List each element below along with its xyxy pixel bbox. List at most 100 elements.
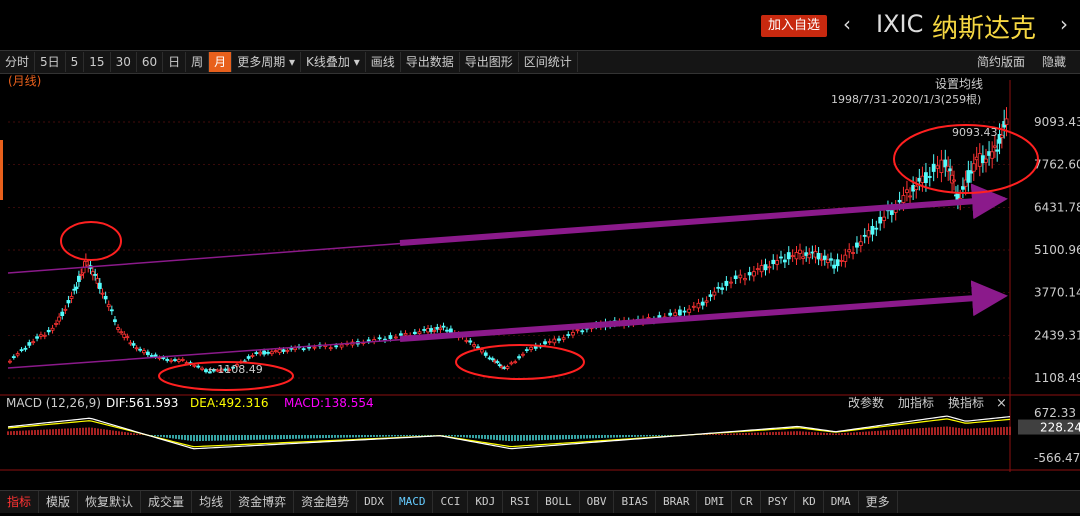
candle-body bbox=[980, 155, 985, 164]
indicator-tab[interactable]: DMA bbox=[824, 491, 859, 513]
candle-body bbox=[119, 331, 124, 334]
prev-arrow-icon[interactable]: ‹ bbox=[843, 12, 851, 36]
indicator-tab[interactable]: CCI bbox=[433, 491, 469, 513]
indicator-tab[interactable]: DDX bbox=[357, 491, 392, 513]
period-tab[interactable]: 周 bbox=[186, 52, 210, 72]
candle-body bbox=[724, 280, 729, 286]
candle-body bbox=[109, 309, 114, 312]
period-tab[interactable]: 分时 bbox=[0, 52, 36, 72]
candle-body bbox=[60, 311, 65, 317]
period-tab[interactable]: 画线 bbox=[366, 52, 401, 72]
indicator-tab[interactable]: 模版 bbox=[39, 491, 79, 513]
candle-body bbox=[165, 359, 170, 361]
candle-body bbox=[138, 348, 143, 351]
candle-body bbox=[971, 163, 976, 172]
period-tab[interactable]: 月 bbox=[209, 52, 233, 72]
macd-current-label: 228.24 bbox=[1040, 421, 1080, 435]
candle-body bbox=[870, 226, 875, 235]
period-tab[interactable]: 导出图形 bbox=[460, 52, 519, 72]
period-tab[interactable]: 15 bbox=[84, 52, 111, 72]
macd-panel-button[interactable]: 改参数 bbox=[848, 395, 884, 410]
macd-panel-button[interactable]: 换指标 bbox=[948, 395, 984, 410]
candle-body bbox=[100, 292, 105, 295]
period-tab[interactable]: 30 bbox=[111, 52, 137, 72]
candle-body bbox=[153, 354, 158, 358]
indicator-tab[interactable]: 资金博弈 bbox=[231, 491, 295, 513]
indicator-tab[interactable]: 恢复默认 bbox=[78, 491, 142, 513]
candle-body bbox=[11, 356, 16, 358]
candle-body bbox=[19, 349, 24, 352]
indicator-tab[interactable]: BOLL bbox=[538, 491, 580, 513]
add-watchlist-button[interactable]: 加入自选 bbox=[761, 15, 827, 37]
candle-body bbox=[227, 368, 232, 371]
candle-body bbox=[142, 350, 146, 354]
indicator-tab[interactable]: 更多 bbox=[859, 491, 898, 513]
indicator-tab[interactable]: CR bbox=[732, 491, 761, 513]
candle-body bbox=[122, 333, 127, 338]
indicator-tab[interactable]: KD bbox=[795, 491, 824, 513]
candle-body bbox=[169, 359, 174, 362]
price-tick-label: 2439.31 bbox=[1034, 328, 1080, 342]
candle-body bbox=[476, 346, 480, 349]
period-toolbar: 分时 5日 5 15 30 60 日周月更多周期 ▾ K线叠加 ▾ 画线 导出数据 导出图形 区间统计… bbox=[0, 50, 1080, 74]
candle-body bbox=[103, 295, 108, 300]
candle-body bbox=[810, 251, 815, 254]
period-tab[interactable]: 导出数据 bbox=[401, 52, 460, 72]
indicator-tab[interactable]: BRAR bbox=[656, 491, 698, 513]
candle-body bbox=[691, 305, 696, 308]
candle-body bbox=[952, 179, 956, 182]
indicator-tab[interactable]: 资金趋势 bbox=[294, 491, 358, 513]
period-tab[interactable]: 日 bbox=[163, 52, 187, 72]
candle-body bbox=[403, 333, 408, 336]
highlight-ellipse-2000 bbox=[60, 221, 122, 261]
indicator-tab[interactable]: OBV bbox=[580, 491, 615, 513]
candle-body bbox=[775, 260, 780, 265]
period-tab[interactable]: 60 bbox=[137, 52, 164, 72]
candle-body bbox=[920, 175, 925, 183]
candle-body bbox=[69, 296, 74, 299]
macd-panel-button[interactable]: 加指标 bbox=[898, 395, 934, 410]
candle-body bbox=[393, 336, 398, 339]
indicator-tab[interactable]: BIAS bbox=[614, 491, 656, 513]
period-tab[interactable]: 5 bbox=[66, 52, 85, 72]
indicator-tab[interactable]: 指标 bbox=[0, 491, 40, 513]
candle-body bbox=[939, 159, 944, 173]
highlight-ellipse-2009 bbox=[455, 344, 585, 380]
candle-body bbox=[173, 359, 177, 361]
period-tab[interactable]: 5日 bbox=[35, 52, 66, 72]
macd-value-label: MACD:138.554 bbox=[284, 396, 374, 410]
indicator-tab[interactable]: KDJ bbox=[468, 491, 504, 513]
candle-body bbox=[200, 367, 205, 370]
candle-body bbox=[557, 338, 561, 341]
candle-body bbox=[786, 252, 791, 260]
indicator-tab[interactable]: DMI bbox=[697, 491, 733, 513]
candle-body bbox=[432, 329, 437, 332]
macd-close-icon[interactable]: × bbox=[996, 396, 1007, 411]
period-tab[interactable]: K线叠加 ▾ bbox=[301, 52, 366, 72]
candle-body bbox=[468, 340, 473, 343]
candle-body bbox=[901, 195, 906, 203]
candle-body bbox=[712, 291, 717, 296]
period-tab[interactable]: 更多周期 ▾ bbox=[232, 52, 302, 72]
candle-body bbox=[35, 336, 39, 339]
period-tab[interactable]: 区间统计 bbox=[519, 52, 578, 72]
candle-body bbox=[412, 331, 417, 335]
candle-body bbox=[798, 249, 802, 254]
simple-layout-button[interactable]: 简约版面 bbox=[977, 55, 1026, 69]
indicator-tab[interactable]: 均线 bbox=[192, 491, 232, 513]
indicator-tab[interactable]: 成交量 bbox=[141, 491, 193, 513]
candle-body bbox=[250, 355, 255, 357]
hide-button[interactable]: 隐藏 bbox=[1042, 55, 1067, 69]
candle-body bbox=[281, 349, 286, 352]
next-arrow-icon[interactable]: › bbox=[1060, 12, 1068, 36]
highlight-ellipse-2019 bbox=[893, 124, 1039, 194]
indicator-tab[interactable]: PSY bbox=[761, 491, 796, 513]
indicator-tab[interactable]: RSI bbox=[503, 491, 539, 513]
trend-arrow-lower bbox=[399, 280, 1008, 342]
candle-body bbox=[716, 286, 721, 289]
candle-body bbox=[95, 278, 100, 284]
candle-body bbox=[969, 170, 973, 174]
indicator-tab[interactable]: MACD bbox=[392, 491, 434, 513]
candle-body bbox=[204, 369, 208, 373]
